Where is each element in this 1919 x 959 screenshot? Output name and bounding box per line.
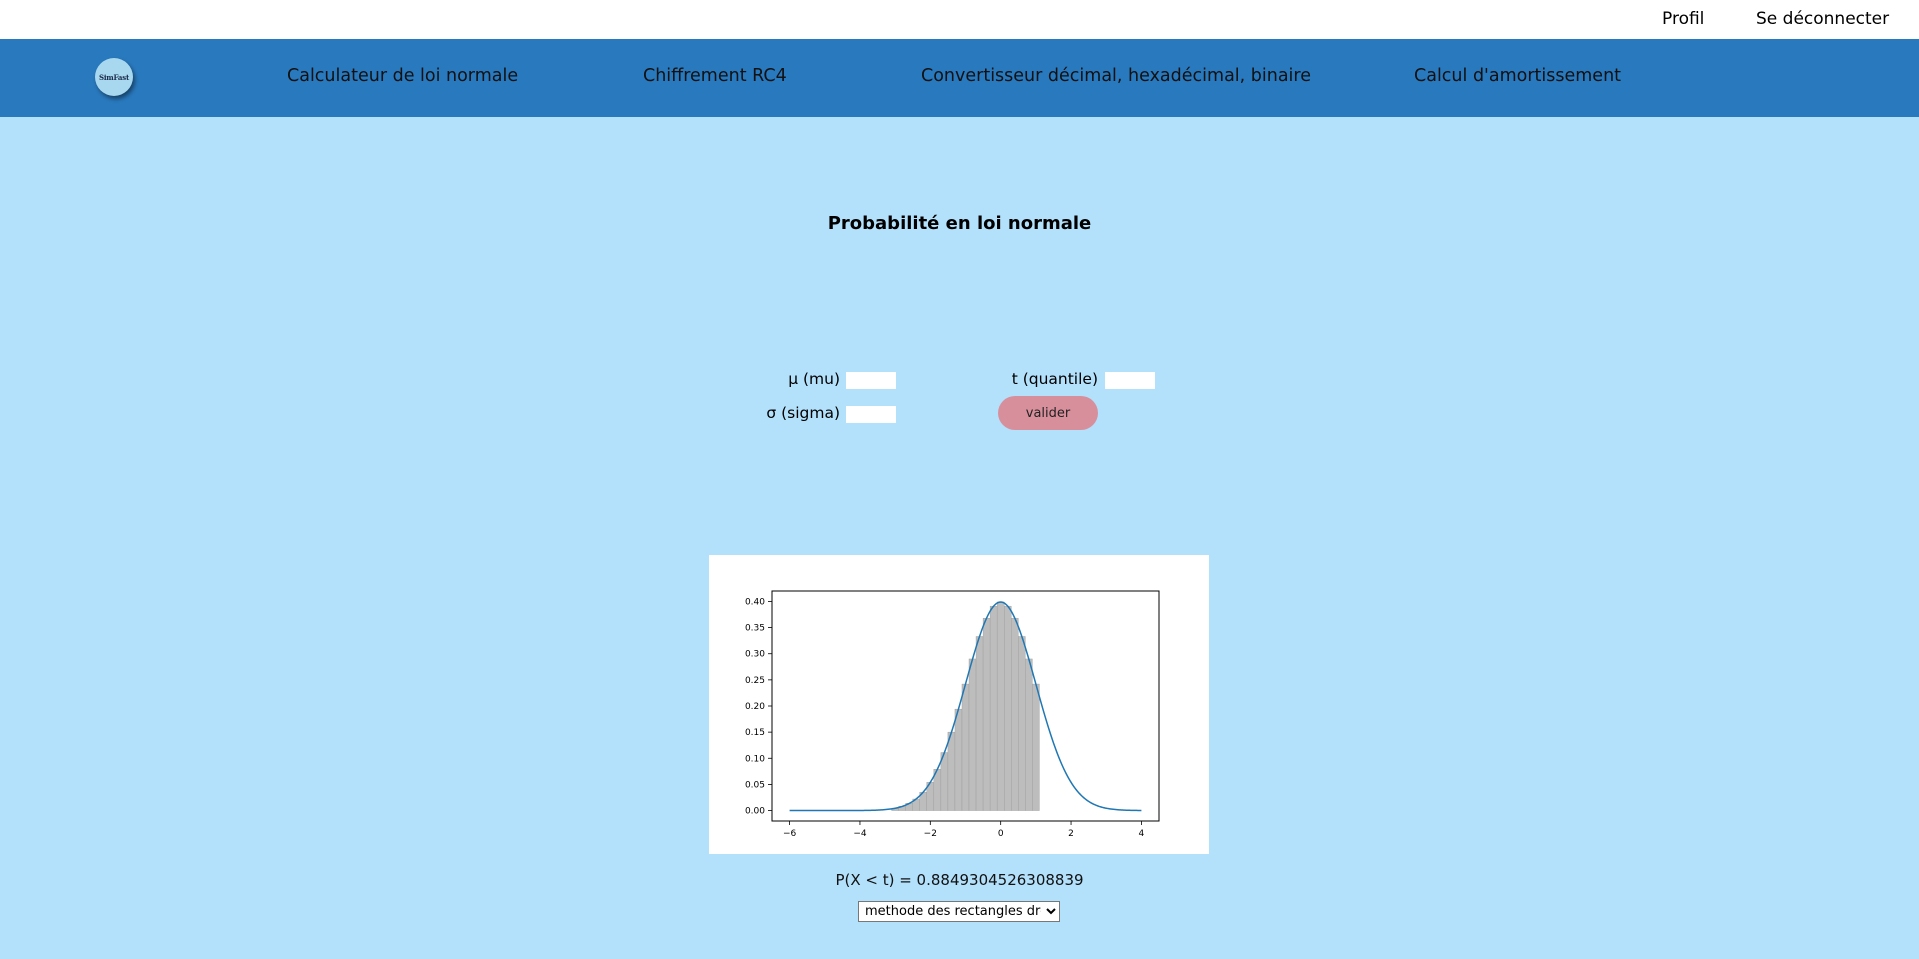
chart-bar xyxy=(954,708,963,811)
y-tick-label: 0.05 xyxy=(745,780,765,790)
normal-distribution-chart: −6 −4 −2 0 2 4 0.00 0.05 0.10 0.15 0.20 0.25 0.30 0.3… xyxy=(709,555,1209,854)
validate-button[interactable]: valider xyxy=(998,396,1098,430)
chart-bar xyxy=(940,752,949,811)
y-tick-label: 0.00 xyxy=(745,807,765,817)
chart-bar xyxy=(1011,617,1019,811)
chart-svg: −6 −4 −2 0 2 4 0.00 0.05 0.10 0.15 0.20 0.25 0.30 0.3… xyxy=(745,590,1160,839)
integration-method-select[interactable]: methode des rectangles droits xyxy=(858,901,1060,922)
nav-item-amortization[interactable]: Calcul d'amortissement xyxy=(1414,66,1622,86)
chart-bar xyxy=(996,601,1005,811)
logo[interactable]: SimFast xyxy=(95,58,133,96)
logout-link[interactable]: Se déconnecter xyxy=(1756,9,1890,29)
chart-bar xyxy=(1025,658,1033,811)
nav-item-converter[interactable]: Convertisseur décimal, hexadécimal, bina… xyxy=(921,66,1311,86)
mu-label: μ (mu) xyxy=(788,370,840,388)
chart-bar xyxy=(1032,683,1040,811)
chart-bar xyxy=(1004,605,1012,811)
y-tick-label: 0.40 xyxy=(745,597,765,607)
y-tick-label: 0.15 xyxy=(745,728,765,738)
chart-curve xyxy=(789,601,1142,812)
chart-bar xyxy=(975,636,984,811)
sigma-label: σ (sigma) xyxy=(766,404,840,422)
y-tick-label: 0.10 xyxy=(745,754,765,764)
nav-item-normal-law[interactable]: Calculateur de loi normale xyxy=(287,66,519,86)
nav-item-rc4[interactable]: Chiffrement RC4 xyxy=(643,66,787,86)
x-tick-label: −6 xyxy=(783,829,797,839)
mu-input[interactable] xyxy=(846,372,896,389)
chart-bar xyxy=(968,658,977,811)
x-tick-label: −2 xyxy=(924,829,937,839)
chart-bar xyxy=(989,605,998,811)
logo-text: SimFast xyxy=(98,72,130,82)
y-tick-label: 0.25 xyxy=(745,676,765,686)
x-tick-label: 2 xyxy=(1068,829,1074,839)
y-tick-label: 0.30 xyxy=(745,650,765,660)
y-tick-label: 0.20 xyxy=(745,702,765,712)
t-input[interactable] xyxy=(1105,372,1155,389)
top-bar: Profil Se déconnecter xyxy=(0,0,1919,39)
chart-bar xyxy=(982,617,991,811)
chart-bar xyxy=(947,731,956,811)
profile-link[interactable]: Profil xyxy=(1662,9,1705,29)
main-nav: SimFast Calculateur de loi normale Chiff… xyxy=(0,39,1919,117)
x-tick-label: −4 xyxy=(853,829,867,839)
chart-bar xyxy=(1018,636,1026,811)
chart-bar xyxy=(961,683,970,811)
probability-result: P(X < t) = 0.8849304526308839 xyxy=(835,871,1084,889)
x-tick-label: 4 xyxy=(1139,829,1145,839)
t-label: t (quantile) xyxy=(1011,370,1098,388)
y-tick-label: 0.35 xyxy=(745,624,765,634)
page-title: Probabilité en loi normale xyxy=(827,213,1092,234)
x-tick-label: 0 xyxy=(998,829,1004,839)
sigma-input[interactable] xyxy=(846,406,896,423)
